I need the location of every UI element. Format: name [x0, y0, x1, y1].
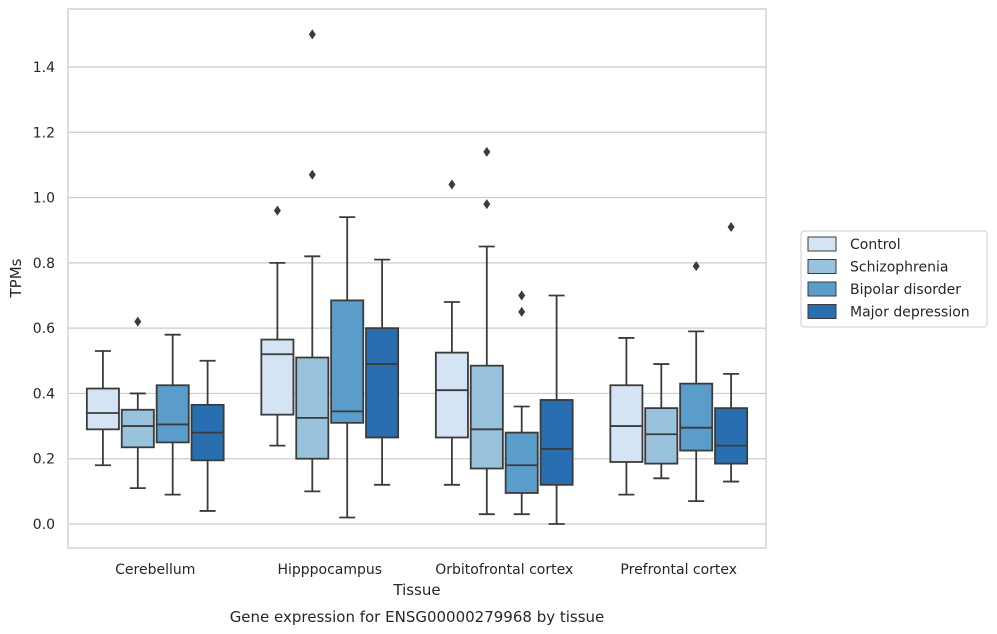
box — [679, 261, 714, 503]
box-iqr — [609, 384, 644, 463]
box-iqr — [644, 407, 679, 465]
box — [260, 205, 295, 447]
box-iqr — [85, 387, 120, 431]
box — [469, 146, 504, 516]
legend-label: Bipolar disorder — [850, 282, 961, 298]
legend-swatch — [807, 236, 837, 252]
box-iqr — [504, 431, 539, 494]
series-major-depression — [190, 221, 749, 525]
y-tick-label: 1.4 — [33, 60, 55, 76]
outlier-point — [518, 290, 526, 301]
x-axis-ticks: Cerebellum Hipppocampus Orbitofrontal cort… — [115, 562, 737, 578]
x-tick-label: Hipppocampus — [277, 562, 382, 578]
box-iqr — [155, 384, 190, 444]
box — [365, 258, 400, 486]
box-iqr — [679, 382, 714, 452]
box — [120, 316, 155, 489]
box — [504, 290, 539, 516]
legend: Control Schizophrenia Bipolar disorder Majo… — [800, 230, 988, 328]
series-schizophrenia — [120, 29, 679, 516]
y-tick-label: 0.8 — [33, 256, 55, 272]
legend-swatch — [807, 281, 837, 297]
chart-caption: Gene expression for ENSG00000279968 by t… — [230, 608, 605, 626]
y-axis-label: TPMs — [7, 258, 25, 298]
legend-frame — [800, 230, 988, 328]
box — [295, 29, 330, 493]
box-iqr — [260, 338, 295, 416]
outlier-point — [483, 146, 491, 157]
legend-swatch — [807, 259, 837, 274]
series-bipolar-disorder — [155, 216, 714, 519]
x-tick-label: Cerebellum — [115, 562, 195, 578]
y-tick-label: 1.2 — [33, 125, 55, 141]
box — [434, 179, 469, 486]
box — [539, 294, 574, 525]
y-tick-label: 0.2 — [33, 452, 55, 468]
box — [609, 337, 644, 496]
legend-swatch — [807, 304, 837, 319]
box — [85, 350, 120, 467]
box — [155, 333, 190, 496]
outlier-point — [134, 316, 142, 327]
box-iqr — [539, 399, 574, 486]
x-tick-label: Orbitofrontal cortex — [435, 562, 573, 578]
series-control — [85, 179, 644, 496]
x-tick-label: Prefrontal cortex — [620, 562, 737, 578]
y-tick-label: 1.0 — [33, 191, 55, 207]
box — [644, 363, 679, 480]
x-axis-label: Tissue — [392, 581, 440, 599]
y-axis-ticks: 0.0 0.2 0.4 0.6 0.8 1.0 1.2 1.4 — [33, 60, 55, 533]
box-iqr — [434, 351, 469, 439]
outlier-point — [448, 179, 456, 190]
y-tick-label: 0.0 — [33, 517, 55, 533]
outlier-point — [308, 29, 316, 40]
outlier-point — [727, 221, 735, 232]
plot-frame — [67, 8, 767, 549]
box — [714, 221, 749, 483]
box-iqr — [295, 356, 330, 460]
y-tick-label: 0.4 — [33, 386, 55, 402]
outlier-point — [273, 205, 281, 216]
outlier-point — [692, 261, 700, 272]
box-iqr — [120, 408, 155, 449]
legend-label: Control — [850, 237, 901, 253]
box — [330, 216, 365, 519]
y-tick-label: 0.6 — [33, 321, 55, 337]
box-iqr — [714, 407, 749, 465]
box — [190, 359, 225, 512]
box-iqr — [469, 364, 504, 470]
outlier-point — [308, 169, 316, 180]
legend-label: Schizophrenia — [850, 260, 948, 276]
box-iqr — [330, 299, 365, 424]
outlier-point — [518, 306, 526, 317]
box-iqr — [365, 327, 400, 439]
outlier-point — [483, 199, 491, 210]
legend-label: Major depression — [850, 305, 970, 321]
box-plot-series — [85, 29, 749, 525]
